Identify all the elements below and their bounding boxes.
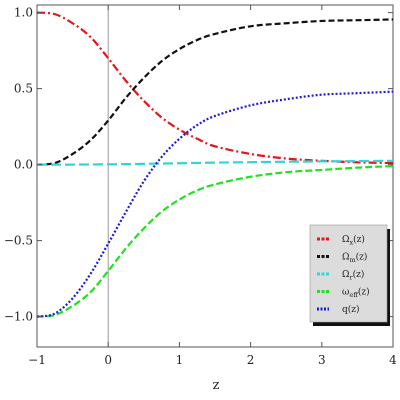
plot-frame [36,4,394,348]
series-line-0--x-z- [36,11,394,165]
plot-border [36,4,394,348]
x-tick-label: −1 [28,353,46,367]
x-tick-label: 2 [247,353,255,367]
legend-label: Ωr(z) [342,269,364,282]
y-tick-label: 1.0 [14,6,33,20]
series-layer [36,11,394,318]
y-tick-label: 0.0 [14,158,33,172]
series-line-4-q-z- [36,90,394,318]
x-tick-label: 0 [104,353,112,367]
x-axis-title: z [213,378,220,393]
legend-label: Ωx(z) [342,234,365,247]
legend-label: Ωm(z) [342,252,367,265]
y-tick-label: 0.5 [14,82,33,96]
series-line-2--r-z- [36,159,394,166]
legend-label: ωeff(z) [342,287,370,300]
x-tick-label: 1 [176,353,184,367]
series-line-1--m-z- [36,18,394,166]
legend-label: q(z) [342,304,360,315]
legend: Ωx(z) Ωm(z) Ωr(z) ωeff(z) q(z) [309,224,390,326]
x-tick-label: 4 [389,353,397,367]
tick-layer: −1 0 1 2 3 4 1.0 0.5 0.0 −0.5 −1.0 [4,5,397,367]
x-tick-label: 3 [318,353,326,367]
y-tick-label: −1.0 [4,310,33,324]
y-tick-label: −0.5 [4,234,33,248]
